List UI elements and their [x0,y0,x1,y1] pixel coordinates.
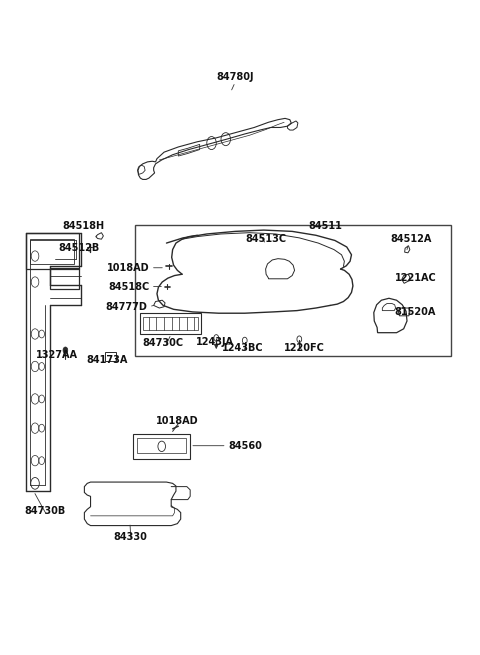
Text: 84511: 84511 [309,221,342,231]
Text: 1220FC: 1220FC [284,343,324,354]
Text: 1243BC: 1243BC [222,343,263,354]
Text: 84512A: 84512A [390,234,432,244]
Text: 84330: 84330 [113,532,147,542]
Text: 84560: 84560 [228,441,262,451]
Text: 84513C: 84513C [246,234,287,244]
Text: 84512B: 84512B [58,244,99,253]
Text: 84518C: 84518C [108,282,150,291]
Text: 1243JA: 1243JA [196,337,234,347]
Text: 1018AD: 1018AD [156,416,199,426]
Text: 1327AA: 1327AA [36,350,78,360]
Text: 81520A: 81520A [395,307,436,317]
Bar [105,352,116,362]
Text: 84777D: 84777D [106,302,147,312]
Text: 1221AC: 1221AC [395,273,436,284]
Text: 1018AD: 1018AD [107,263,150,272]
Bar [135,225,451,356]
Text: 84518H: 84518H [62,221,105,231]
Text: 84730C: 84730C [143,338,184,348]
Polygon shape [215,345,218,348]
Text: 84173A: 84173A [86,354,128,365]
Text: 84780J: 84780J [216,72,254,82]
Text: 84730B: 84730B [25,506,66,516]
Circle shape [63,347,68,354]
